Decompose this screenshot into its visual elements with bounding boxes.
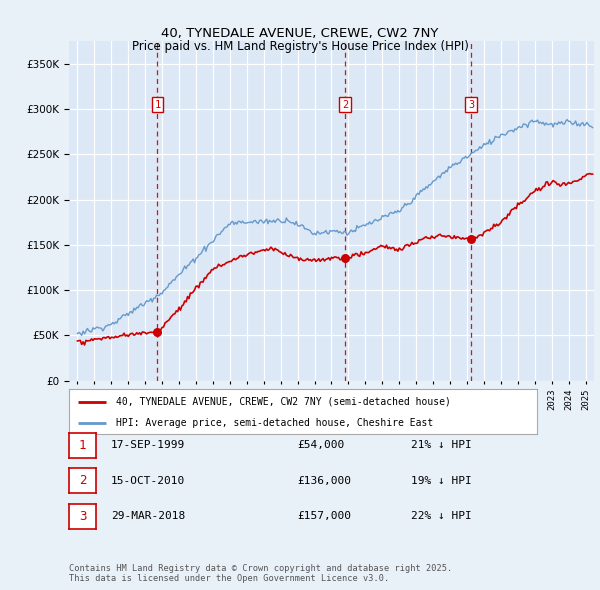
Text: 40, TYNEDALE AVENUE, CREWE, CW2 7NY: 40, TYNEDALE AVENUE, CREWE, CW2 7NY — [161, 27, 439, 40]
Text: £157,000: £157,000 — [297, 512, 351, 521]
Text: 2: 2 — [342, 100, 348, 110]
Text: Price paid vs. HM Land Registry's House Price Index (HPI): Price paid vs. HM Land Registry's House … — [131, 40, 469, 53]
Text: £54,000: £54,000 — [297, 441, 344, 450]
Text: 1: 1 — [154, 100, 161, 110]
Text: 2: 2 — [79, 474, 86, 487]
Text: 21% ↓ HPI: 21% ↓ HPI — [411, 441, 472, 450]
Text: 29-MAR-2018: 29-MAR-2018 — [111, 512, 185, 521]
Text: 3: 3 — [79, 510, 86, 523]
Text: 40, TYNEDALE AVENUE, CREWE, CW2 7NY (semi-detached house): 40, TYNEDALE AVENUE, CREWE, CW2 7NY (sem… — [116, 397, 451, 407]
Point — [152, 327, 162, 336]
Text: 3: 3 — [468, 100, 474, 110]
Text: £136,000: £136,000 — [297, 476, 351, 486]
Text: 22% ↓ HPI: 22% ↓ HPI — [411, 512, 472, 521]
Text: HPI: Average price, semi-detached house, Cheshire East: HPI: Average price, semi-detached house,… — [116, 418, 433, 428]
Text: 15-OCT-2010: 15-OCT-2010 — [111, 476, 185, 486]
Text: 1: 1 — [79, 439, 86, 452]
Text: Contains HM Land Registry data © Crown copyright and database right 2025.
This d: Contains HM Land Registry data © Crown c… — [69, 563, 452, 583]
Point — [340, 253, 350, 262]
Text: 19% ↓ HPI: 19% ↓ HPI — [411, 476, 472, 486]
Point — [466, 234, 476, 243]
Text: 17-SEP-1999: 17-SEP-1999 — [111, 441, 185, 450]
